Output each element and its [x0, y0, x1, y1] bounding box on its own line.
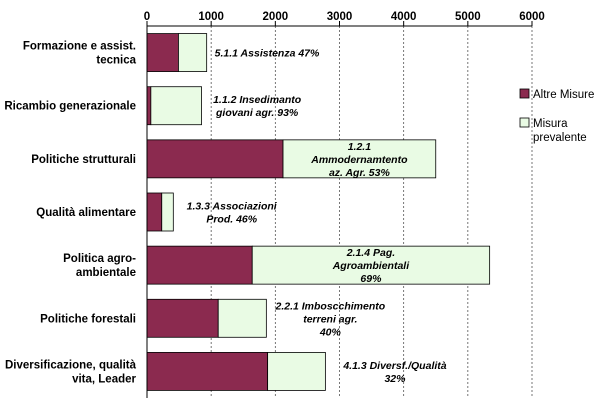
bar-misura-prevalente [267, 352, 326, 391]
bar-altre-misure [146, 352, 269, 391]
category-label: Qualità alimentare [36, 207, 136, 219]
bar-altre-misure [146, 245, 253, 285]
bar-misura-prevalente [150, 86, 202, 126]
bar-annotation: 5.1.1 Assistenza 47% [215, 48, 320, 60]
bar-annotations: 5.1.1 Assistenza 47% 1.1.2 Insedimanto gio… [187, 48, 447, 385]
bar-annotation: 4.1.3 Diversf./Qualità 32% [342, 360, 446, 385]
x-tick-label: 3000 [327, 11, 353, 23]
x-tick-labels: 0 1000 2000 3000 4000 5000 6000 [144, 11, 545, 23]
x-tick-label: 4000 [391, 11, 417, 23]
bar-annotation: 1.2.1 Ammodernamtento az. Agr. 53% [310, 141, 408, 179]
bar-annotation: 2.2.1 Imboscchimento terreni agr. 40% [274, 300, 385, 338]
x-tick-label: 6000 [519, 11, 545, 23]
bar-misura-prevalente [217, 298, 267, 338]
bar-altre-misure [146, 139, 284, 179]
category-label: Diversificazione, qualità vita, Leader [5, 359, 137, 385]
bar-misura-prevalente [178, 33, 208, 72]
x-tick-label: 2000 [263, 11, 289, 23]
category-label: Politica agro-ambientale [63, 253, 136, 279]
legend-label: Misura prevalente [533, 118, 587, 144]
bar-altre-misure [146, 192, 163, 232]
category-label: Politiche forestali [40, 313, 136, 325]
category-label: Formazione e assist. tecnica [23, 41, 137, 67]
category-label: Politiche strutturali [31, 154, 136, 166]
bar-misura-prevalente [251, 245, 491, 285]
legend: Altre Misure Misura prevalente [519, 88, 594, 144]
bar-annotation: 1.1.2 Insedimanto giovani agr. 93% [213, 94, 302, 119]
x-tick-label: 5000 [455, 11, 481, 23]
legend-label: Altre Misure [533, 89, 594, 101]
category-label: Ricambio generazionale [4, 101, 136, 113]
bar-altre-misure [146, 33, 179, 72]
x-tick-label: 0 [144, 11, 150, 23]
bar-annotation: 1.3.3 Associazioni Prod. 46% [187, 201, 278, 226]
axes [146, 21, 533, 398]
x-tick-label: 1000 [198, 11, 224, 23]
bars [146, 33, 491, 391]
legend-swatch [519, 117, 530, 128]
bar-misura-prevalente [282, 139, 437, 179]
bar-misura-prevalente [161, 192, 174, 232]
bar-altre-misure [146, 298, 219, 338]
bar-altre-misure [146, 86, 152, 126]
legend-swatch [519, 88, 530, 99]
bar-annotation: 2.1.4 Pag. Agroambientali 69% [332, 247, 411, 285]
category-labels: Formazione e assist. tecnica Ricambio gene… [4, 41, 136, 386]
